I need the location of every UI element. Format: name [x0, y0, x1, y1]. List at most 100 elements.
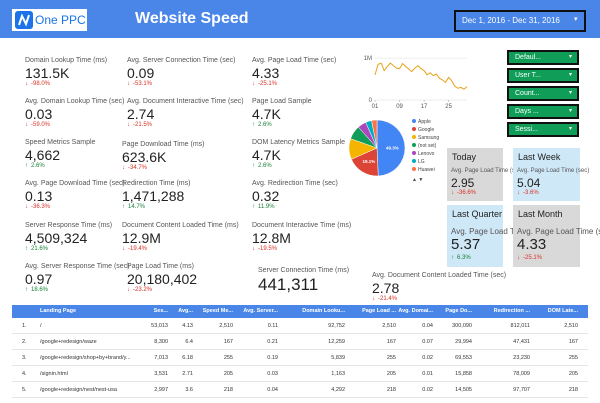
date-picker[interactable]: Dec 1, 2016 - Dec 31, 2016 ▾	[454, 10, 586, 32]
change-arrow: ↑	[25, 246, 28, 252]
metric-label: DOM Latency Metrics Sample	[252, 139, 345, 146]
card-title: Today	[452, 152, 477, 162]
change-value: 18.6%	[31, 287, 49, 293]
legend-marker	[412, 127, 416, 131]
metric-label: Avg. Document Content Loaded Time (sec)	[372, 272, 507, 279]
legend-marker	[412, 135, 416, 139]
column-header: Page Do...	[445, 308, 472, 314]
metric-value: 20,180,402	[127, 271, 198, 287]
metric-value: 2.74	[127, 106, 155, 122]
table-cell: 3,531	[154, 371, 168, 377]
table-cell: 0.07	[422, 339, 433, 345]
filter-dropdown[interactable]: Count... ▾	[507, 86, 579, 101]
filter-dropdown[interactable]: Days ... ▾	[507, 104, 579, 119]
column-header: Ses...	[153, 308, 168, 314]
table-cell: 69,553	[455, 355, 472, 361]
table-cell: 167	[223, 339, 233, 345]
table-cell: 3.6	[185, 387, 193, 393]
column-header: Avg. Server...	[243, 308, 278, 314]
card-label: Avg. Page Load Time (sec)	[517, 168, 590, 174]
change-arrow: ↓	[25, 81, 28, 87]
table-cell: 255	[568, 355, 578, 361]
change-arrow: ↓	[127, 287, 130, 293]
dropdown-arrow: ▾	[568, 72, 572, 78]
metric-value: 131.5K	[25, 65, 70, 81]
card-label: Avg. Page Load Time (sec)	[451, 168, 524, 174]
metric-value: 0.09	[127, 65, 155, 81]
table-cell: /	[40, 323, 42, 329]
table-cell: 218	[386, 387, 396, 393]
table-cell: 5,839	[331, 355, 345, 361]
filter-dropdown[interactable]: Defaul... ▾	[507, 50, 579, 65]
table-cell: 5.	[22, 387, 27, 393]
legend-marker	[412, 119, 416, 123]
metric-label: Avg. Domain Lookup Time (sec)	[25, 98, 125, 105]
column-header: Redirection ...	[493, 308, 530, 314]
metric-label: Server Connection Time (ms)	[258, 267, 350, 274]
table-cell: 78,009	[513, 371, 530, 377]
change-value: -23.2%	[133, 287, 153, 293]
logo-text: One PPC	[35, 13, 86, 27]
metric-value: 0.03	[25, 106, 53, 122]
legend-marker	[412, 159, 416, 163]
metric-value: 4,662	[25, 147, 61, 163]
metric-label: Document Interactive Time (ms)	[252, 222, 352, 229]
change-arrow: ↓	[127, 122, 130, 128]
table-cell: 53,013	[151, 323, 168, 329]
change-arrow: ↓	[517, 255, 520, 261]
card-title: Last Quarter	[452, 209, 503, 219]
table-cell: 0.21	[267, 339, 278, 345]
legend-label: Huawei	[418, 167, 435, 173]
column-header: Speed Me...	[202, 308, 233, 314]
table-cell: 29,994	[455, 339, 472, 345]
comparison-card: Today Avg. Page Load Time (sec) 2.95 ↓ -36.6…	[447, 148, 523, 201]
change-arrow: ↑	[252, 204, 255, 210]
table-cell: 2,510	[382, 323, 396, 329]
table-cell: 255	[223, 355, 233, 361]
legend-marker	[412, 151, 416, 155]
comparison-card: Last Month Avg. Page Load Time (sec)4.33 ↓…	[513, 205, 600, 267]
card-title: Last Month	[518, 209, 563, 219]
card-value: 4.33	[517, 236, 547, 253]
x-tick-label: 17	[421, 104, 428, 110]
change-arrow: ↓	[372, 296, 375, 302]
change-value: 6.3%	[457, 255, 471, 261]
logo-box: One PPC	[12, 9, 87, 31]
change-value: 21.6%	[31, 246, 49, 252]
table-cell: 0.03	[267, 371, 278, 377]
filter-dropdown[interactable]: Sessi... ▾	[507, 122, 579, 137]
dropdown-arrow: ▾	[568, 90, 572, 96]
metric-label: Page Load Time (ms)	[127, 263, 194, 270]
pie-slice	[376, 119, 406, 177]
metric-value: 0.13	[25, 188, 53, 204]
change-arrow: ↓	[451, 190, 454, 196]
table-cell: 205	[386, 371, 396, 377]
y-tick-label: 1M	[364, 56, 372, 62]
change-value: -3.6%	[523, 190, 539, 196]
change-arrow: ↓	[25, 122, 28, 128]
table-cell: 4,292	[331, 387, 345, 393]
metric-value: 623.6K	[122, 149, 167, 165]
dropdown-arrow: ▾	[574, 16, 578, 23]
table-cell: 218	[223, 387, 233, 393]
table-row	[12, 350, 588, 366]
table-cell: 47,431	[513, 339, 530, 345]
filter-dropdown[interactable]: User T... ▾	[507, 68, 579, 83]
metric-label: Page Load Sample	[252, 98, 312, 105]
table-header	[12, 305, 588, 318]
x-tick-label: 25	[445, 104, 452, 110]
metric-label: Redirection Time (ms)	[122, 180, 191, 187]
metric-value: 4.33	[252, 65, 280, 81]
metric-value: 0.32	[252, 188, 280, 204]
card-value: 5.04	[517, 176, 541, 190]
card-value: 2.95	[451, 176, 475, 190]
table-cell: 23,230	[513, 355, 530, 361]
table-cell: 7,013	[154, 355, 168, 361]
column-header: Page Load ...	[362, 308, 396, 314]
change-arrow: ↓	[127, 81, 130, 87]
change-arrow: ↓	[252, 246, 255, 252]
metric-value: 12.9M	[122, 230, 161, 246]
legend-label: LG	[418, 159, 425, 165]
table-cell: 0.02	[422, 387, 433, 393]
